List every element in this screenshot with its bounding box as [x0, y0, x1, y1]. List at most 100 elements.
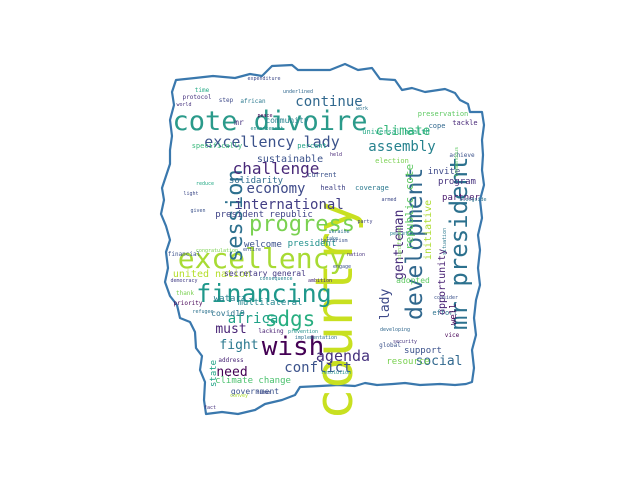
cloud-word: challenge [233, 159, 320, 178]
cloud-word: well [449, 303, 459, 325]
cloud-word: excellency [178, 242, 347, 275]
cloud-word: gentleman [392, 210, 407, 280]
cloud-word: preservation [418, 110, 469, 118]
cloud-word: world [176, 102, 191, 108]
cloud-word: community [265, 116, 309, 125]
cloud-word: financing [196, 279, 331, 308]
cloud-word: current [307, 171, 337, 179]
cloud-word: president republic [215, 210, 313, 220]
cloud-word: financial [168, 251, 201, 258]
cloud-word: terrorism [320, 238, 347, 244]
cloud-word: achieve [449, 152, 475, 159]
cloud-word: african [240, 98, 266, 105]
cloud-word: cope [429, 122, 446, 130]
cloud-word: resource [386, 357, 429, 367]
cloud-word: watara [214, 294, 247, 304]
cloud-word: united nation [173, 269, 251, 280]
cloud-word: coverage [355, 184, 389, 192]
cloud-word: implementation [295, 335, 337, 341]
cloud-word: assembly [368, 139, 435, 155]
cloud-outline [159, 62, 486, 416]
cloud-word: enhancement [250, 126, 283, 132]
cloud-word: engage [333, 264, 351, 270]
cloud-word: underlined [283, 89, 313, 95]
cloud-word: refugee [192, 309, 213, 315]
cloud-word: peaceful [390, 231, 414, 237]
cloud-word: universal health [362, 128, 429, 136]
cloud-word: nation [347, 252, 365, 258]
cloud-word: consider [434, 295, 458, 301]
cloud-word: climate change [215, 376, 291, 386]
cloud-word: security [393, 339, 417, 345]
cloud-word: convey [230, 393, 248, 399]
cloud-word: must [215, 322, 246, 337]
cloud-word: time [195, 87, 210, 94]
cloud-word: entire [243, 247, 261, 253]
cloud-word: mr president [445, 157, 473, 330]
cloud-word: held [330, 152, 342, 158]
cloud-word: developing [380, 327, 410, 333]
cloud-word: lacking [258, 328, 284, 335]
cloud-word: welcome [244, 240, 282, 250]
cloud-word: address [218, 357, 244, 364]
cloud-word: agenda [316, 347, 370, 365]
cloud-word: significant [397, 227, 403, 260]
cloud-word: opportunity [437, 249, 448, 315]
cloud-word: alongside [459, 197, 486, 203]
cloud-word: fight [219, 338, 258, 353]
cloud-word: climate [376, 124, 431, 139]
cloud-word: election [375, 157, 409, 165]
cloud-word: ambition [308, 278, 332, 284]
cloud-word: continue [295, 94, 362, 110]
cloud-word: initiative [423, 200, 434, 260]
cloud-word: need [216, 365, 247, 380]
cloud-word: ukraine [328, 229, 349, 235]
cloud-word: adopted [396, 276, 430, 285]
cloud-word: given [190, 208, 205, 214]
cloud-word: tackle [452, 119, 477, 127]
cloud-word: protocol [183, 94, 212, 101]
cloud-word: program [438, 177, 476, 187]
cloud-word: step [219, 97, 234, 104]
cloud-word: lady [378, 289, 393, 320]
cloud-word: solidarity [229, 176, 284, 186]
cloud-word: covid19 [211, 309, 245, 318]
cloud-word: congratulation [196, 248, 238, 254]
cloud-word: sdgs [265, 307, 316, 331]
cloud-word: priority [174, 300, 203, 307]
cloud-word: specifically [192, 142, 243, 150]
cloud-word: president [288, 239, 337, 249]
cloud-word: international [234, 197, 344, 213]
cloud-word: fact [204, 405, 216, 411]
cloud-word: percent [297, 142, 327, 150]
cloud-word: effort [432, 309, 457, 317]
cloud-word: human [256, 390, 271, 396]
cloud-word: take [326, 236, 338, 242]
cloud-word: africa [228, 311, 279, 327]
cloud-word: state [209, 360, 219, 387]
cloud-word: invite [428, 167, 461, 177]
cloud-word: prevention [288, 329, 318, 335]
cloud-word: global [379, 342, 401, 349]
cloud-word: country [305, 201, 365, 420]
cloud-word: support [404, 346, 442, 356]
cloud-word: cote divoire [172, 106, 367, 137]
cloud-word: secretary general [224, 269, 306, 278]
cloud-word: peace [257, 113, 272, 119]
cloud-word: situation [442, 228, 448, 255]
cloud-word: wish [262, 332, 325, 362]
cloud-word: multilateral [237, 298, 302, 308]
cloud-word: vice [445, 332, 460, 339]
cloud-word: democracy [170, 278, 197, 284]
cloud-word: development [402, 168, 428, 320]
cloud-word: mr [234, 118, 244, 127]
cloud-word: armed [381, 197, 396, 203]
cloud-word: reduce [196, 181, 214, 187]
cloud-word: work [356, 106, 368, 112]
cloud-word: light [183, 191, 198, 197]
cloud-word: sustainable [257, 154, 323, 165]
cloud-word: excellency lady [204, 133, 339, 151]
cloud-word: economy [246, 181, 305, 197]
cloud-word: session [223, 169, 248, 262]
